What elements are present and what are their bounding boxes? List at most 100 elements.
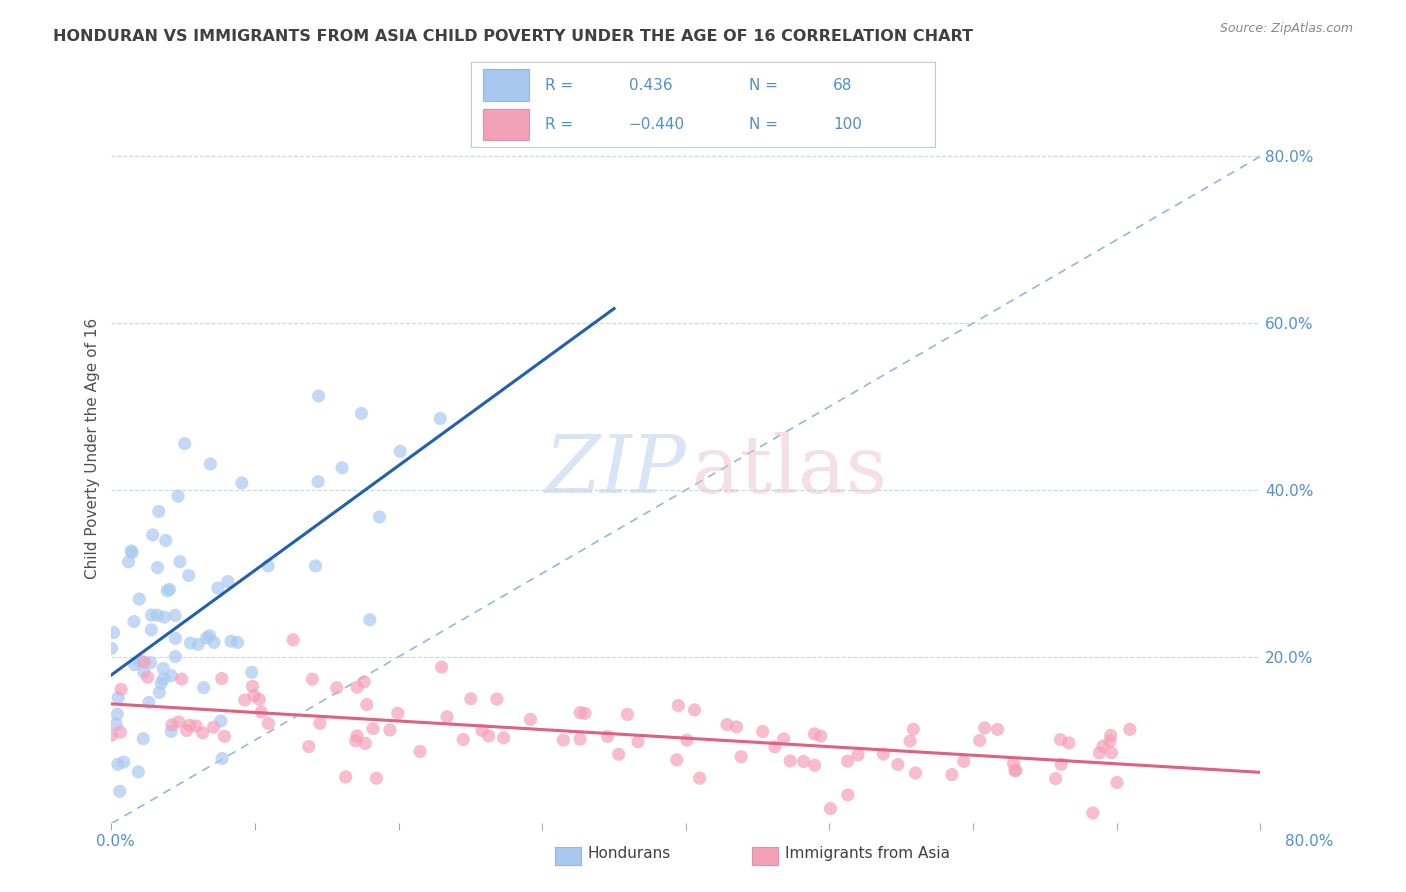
Point	[569, 706, 592, 720]
Point	[150, 676, 173, 690]
Point	[837, 788, 859, 802]
Point	[772, 731, 794, 746]
Point	[110, 725, 132, 739]
Point	[941, 767, 963, 781]
Point	[1091, 739, 1114, 754]
Point	[837, 754, 859, 768]
Point	[198, 629, 221, 643]
Point	[1101, 746, 1123, 760]
Point	[569, 732, 592, 747]
Text: N =: N =	[749, 78, 779, 93]
Point	[128, 592, 150, 607]
Point	[378, 723, 401, 737]
Point	[160, 718, 183, 732]
Point	[359, 613, 381, 627]
Point	[492, 731, 515, 745]
Point	[103, 625, 125, 640]
Point	[1002, 756, 1025, 771]
Point	[308, 389, 330, 403]
Point	[607, 747, 630, 762]
Y-axis label: Child Poverty Under the Age of 16: Child Poverty Under the Age of 16	[86, 318, 100, 579]
Text: 68: 68	[832, 78, 852, 93]
Text: 0.0%: 0.0%	[96, 834, 135, 848]
Point	[1081, 805, 1104, 820]
Text: HONDURAN VS IMMIGRANTS FROM ASIA CHILD POVERTY UNDER THE AGE OF 16 CORRELATION C: HONDURAN VS IMMIGRANTS FROM ASIA CHILD P…	[53, 29, 973, 44]
Point	[243, 689, 266, 703]
Point	[165, 608, 187, 623]
Point	[153, 610, 176, 624]
Point	[803, 727, 825, 741]
Text: Immigrants from Asia: Immigrants from Asia	[785, 847, 949, 861]
Point	[751, 724, 773, 739]
Point	[763, 739, 786, 754]
Text: atlas: atlas	[692, 432, 887, 509]
Point	[132, 731, 155, 746]
Point	[132, 665, 155, 680]
Point	[436, 710, 458, 724]
Point	[179, 718, 201, 732]
Point	[353, 674, 375, 689]
Point	[1107, 775, 1129, 789]
Point	[211, 672, 233, 686]
FancyBboxPatch shape	[482, 70, 529, 101]
Point	[574, 706, 596, 721]
Point	[202, 720, 225, 734]
Point	[129, 654, 152, 668]
Point	[209, 714, 232, 728]
Point	[346, 680, 368, 694]
Point	[214, 729, 236, 743]
Point	[281, 632, 304, 647]
Point	[1098, 734, 1121, 748]
Point	[973, 721, 995, 735]
Point	[231, 475, 253, 490]
Point	[952, 755, 974, 769]
Point	[110, 682, 132, 697]
Point	[793, 755, 815, 769]
Point	[304, 558, 326, 573]
Point	[689, 771, 711, 785]
Point	[155, 533, 177, 548]
Point	[1049, 732, 1071, 747]
Point	[1050, 757, 1073, 772]
Point	[124, 657, 146, 672]
Text: Hondurans: Hondurans	[588, 847, 671, 861]
Point	[779, 754, 801, 768]
Point	[1057, 736, 1080, 750]
Point	[217, 574, 239, 589]
Point	[156, 583, 179, 598]
Point	[107, 690, 129, 705]
Text: 80.0%: 80.0%	[1285, 834, 1333, 848]
Point	[257, 558, 280, 573]
Text: 100: 100	[832, 117, 862, 132]
Point	[257, 716, 280, 731]
Text: ZIP: ZIP	[544, 432, 686, 509]
Point	[356, 698, 378, 712]
Point	[160, 668, 183, 682]
Point	[184, 719, 207, 733]
Point	[872, 747, 894, 761]
Point	[100, 728, 122, 742]
Point	[107, 757, 129, 772]
Point	[1005, 764, 1028, 778]
Text: −0.440: −0.440	[628, 117, 685, 132]
Point	[716, 717, 738, 731]
Point	[226, 635, 249, 649]
Point	[117, 555, 139, 569]
Point	[152, 661, 174, 675]
Point	[627, 735, 650, 749]
Point	[112, 755, 135, 769]
Point	[108, 784, 131, 798]
Text: Source: ZipAtlas.com: Source: ZipAtlas.com	[1219, 22, 1353, 36]
Point	[676, 733, 699, 747]
Point	[141, 608, 163, 623]
Point	[170, 672, 193, 686]
Point	[142, 528, 165, 542]
Point	[904, 766, 927, 780]
Point	[553, 733, 575, 747]
Point	[451, 732, 474, 747]
Point	[219, 634, 242, 648]
Point	[250, 705, 273, 719]
Point	[887, 757, 910, 772]
Point	[665, 753, 688, 767]
Point	[211, 751, 233, 765]
